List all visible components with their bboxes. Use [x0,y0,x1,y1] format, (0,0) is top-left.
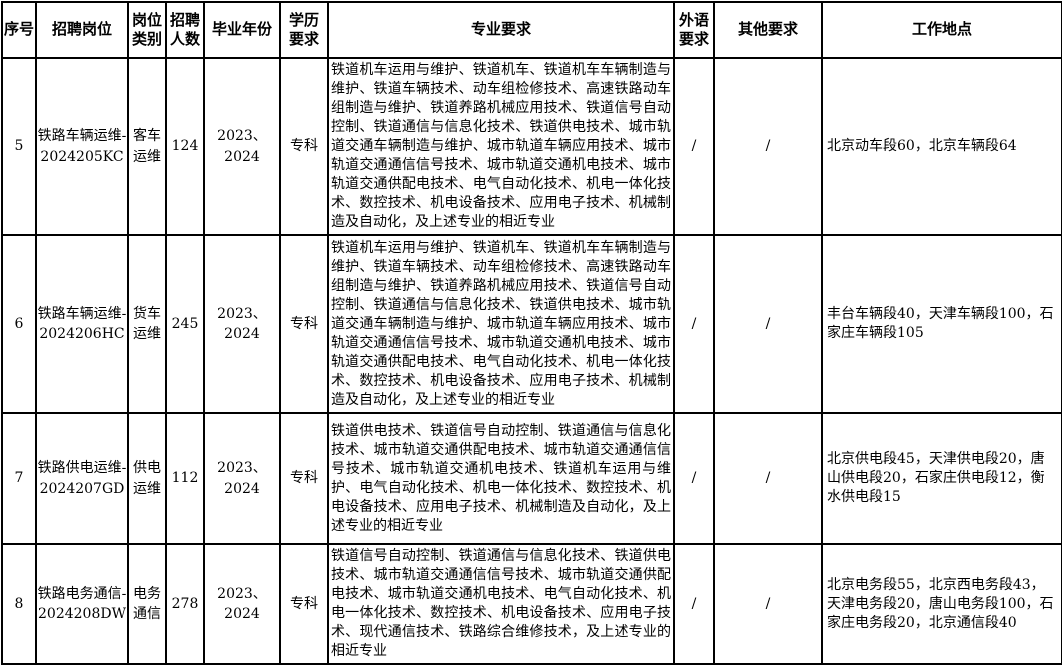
cell-seq: 5 [1,57,37,236]
header-category: 岗位 类别 [127,1,167,59]
cell-count: 245 [165,234,205,414]
cell-grad-year: 2023、2024 [203,57,281,236]
cell-count: 278 [165,543,205,665]
cell-location: 北京电务段55，北京西电务段43，天津电务段20，唐山电务段100，石家庄电务段… [821,543,1062,665]
table-row: 7 铁路供电运维- 2024207GD 供电 运维 112 2023、2024 … [1,412,1062,545]
table-row: 5 铁路车辆运维- 2024205KC 客车 运维 124 2023、2024 … [1,57,1062,236]
cell-majors: 铁道机车运用与维护、铁道机车、铁道机车车辆制造与维护、铁道车辆技术、动车组检修技… [327,234,675,414]
cell-position: 铁路供电运维- 2024207GD [35,412,129,545]
header-location: 工作地点 [821,1,1062,59]
cell-category: 货车 运维 [127,234,167,414]
cell-other: / [713,412,823,545]
cell-position: 铁路车辆运维- 2024205KC [35,57,129,236]
cell-seq: 8 [1,543,37,665]
cell-education: 专科 [279,543,329,665]
cell-education: 专科 [279,234,329,414]
header-other: 其他要求 [713,1,823,59]
cell-foreign: / [673,57,715,236]
cell-majors: 铁道供电技术、铁道信号自动控制、铁道通信与信息化技术、城市轨道交通供配电技术、城… [327,412,675,545]
cell-position: 铁路车辆运维- 2024206HC [35,234,129,414]
cell-other: / [713,543,823,665]
cell-seq: 6 [1,234,37,414]
cell-location: 北京供电段45，天津供电段20，唐山供电段20，石家庄供电段12，衡水供电段15 [821,412,1062,545]
cell-education: 专科 [279,57,329,236]
header-row: 序号 招聘岗位 岗位 类别 招聘 人数 毕业年份 学历 要求 专业要求 外语 要… [1,1,1062,59]
table-row: 8 铁路电务通信- 2024208DW 电务 通信 278 2023、2024 … [1,543,1062,665]
cell-location: 丰台车辆段40，天津车辆段100，石家庄车辆段105 [821,234,1062,414]
cell-seq: 7 [1,412,37,545]
cell-foreign: / [673,234,715,414]
cell-foreign: / [673,543,715,665]
header-majors: 专业要求 [327,1,675,59]
header-grad-year: 毕业年份 [203,1,281,59]
cell-location: 北京动车段60，北京车辆段64 [821,57,1062,236]
cell-majors: 铁道机车运用与维护、铁道机车、铁道机车车辆制造与维护、铁道车辆技术、动车组检修技… [327,57,675,236]
cell-other: / [713,234,823,414]
cell-grad-year: 2023、2024 [203,234,281,414]
cell-foreign: / [673,412,715,545]
cell-count: 112 [165,412,205,545]
cell-grad-year: 2023、2024 [203,543,281,665]
header-seq: 序号 [1,1,37,59]
cell-category: 供电 运维 [127,412,167,545]
cell-category: 客车 运维 [127,57,167,236]
cell-count: 124 [165,57,205,236]
cell-grad-year: 2023、2024 [203,412,281,545]
cell-majors: 铁道信号自动控制、铁道通信与信息化技术、铁道供电技术、城市轨道交通通信信号技术、… [327,543,675,665]
header-count: 招聘 人数 [165,1,205,59]
cell-category: 电务 通信 [127,543,167,665]
table-row: 6 铁路车辆运维- 2024206HC 货车 运维 245 2023、2024 … [1,234,1062,414]
header-foreign: 外语 要求 [673,1,715,59]
header-education: 学历 要求 [279,1,329,59]
cell-position: 铁路电务通信- 2024208DW [35,543,129,665]
cell-education: 专科 [279,412,329,545]
header-position: 招聘岗位 [35,1,129,59]
cell-other: / [713,57,823,236]
